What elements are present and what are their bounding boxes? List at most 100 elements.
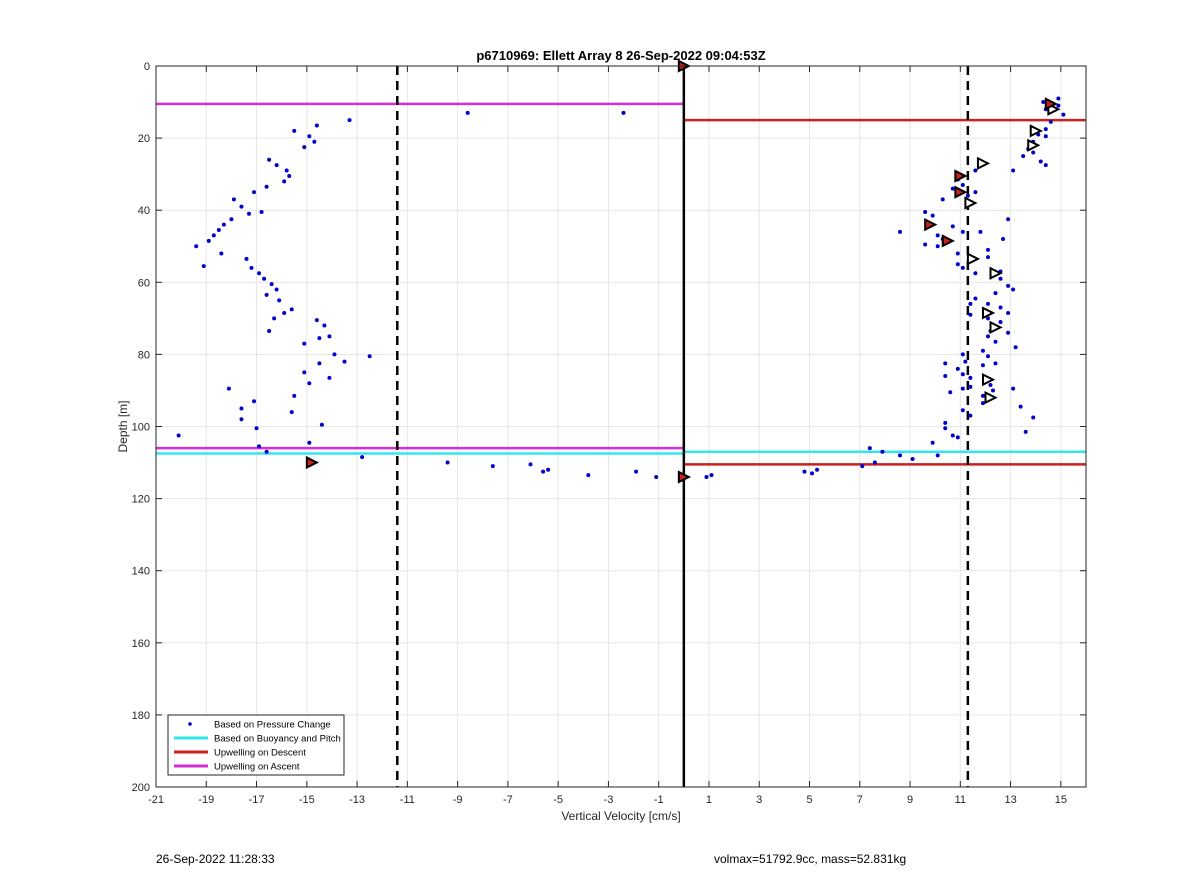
pressure-change-point: [302, 341, 307, 346]
pressure-change-point: [1041, 100, 1046, 105]
pressure-change-point: [332, 352, 337, 357]
y-tick-label: 180: [132, 710, 150, 722]
axis-ticks: -21 -19 -17 -15 -13 -11 -9 -7 -5 -3 -1 1 3 5 7 9 11 13 150…: [132, 61, 1086, 806]
pressure-change-point: [810, 471, 815, 476]
ascent-marker: [981, 306, 996, 320]
y-axis-label: Depth [m]: [116, 400, 130, 452]
reference-lines: [156, 66, 1086, 787]
pressure-change-point: [264, 449, 269, 454]
pressure-change-point: [541, 469, 546, 474]
glider-markers: [305, 59, 1061, 484]
pressure-change-point: [264, 184, 269, 189]
pressure-change-points: [176, 96, 1066, 479]
pressure-change-point: [211, 233, 216, 238]
pressure-change-point: [943, 420, 948, 425]
descent-marker: [1044, 97, 1059, 111]
ascent-marker: [1027, 138, 1041, 152]
pressure-change-point: [206, 238, 211, 243]
ascent-marker: [981, 373, 996, 387]
x-axis-label: Vertical Velocity [cm/s]: [561, 809, 680, 823]
pressure-change-point: [980, 401, 985, 406]
pressure-change-point: [528, 462, 533, 467]
pressure-change-point: [898, 229, 902, 234]
pressure-change-point: [980, 363, 985, 368]
pressure-change-point: [943, 426, 948, 431]
pressure-change-point: [943, 361, 948, 366]
pressure-change-point: [985, 316, 990, 321]
pressure-change-point: [257, 271, 262, 276]
pressure-change-point: [201, 264, 206, 269]
pressure-change-point: [802, 469, 807, 474]
pressure-change-point: [1021, 154, 1026, 159]
footer-timestamp: 26-Sep-2022 11:28:33: [156, 852, 275, 866]
x-tick-label: -3: [604, 794, 614, 806]
y-tick-label: 40: [138, 205, 150, 217]
pressure-change-point: [1043, 134, 1048, 139]
legend-label: Based on Buoyancy and Pitch: [214, 734, 341, 745]
pressure-change-point: [973, 271, 978, 276]
pressure-change-point: [988, 383, 993, 388]
pressure-change-point: [935, 233, 940, 238]
ascent-marker: [964, 196, 978, 210]
pressure-change-point: [194, 244, 199, 249]
pressure-change-point: [317, 336, 322, 341]
pressure-change-point: [815, 467, 820, 472]
x-tick-label: -13: [349, 794, 365, 806]
y-tick-label: 140: [132, 566, 150, 578]
pressure-change-point: [239, 204, 244, 209]
x-tick-label: -11: [400, 794, 415, 806]
pressure-change-point: [1031, 415, 1036, 420]
pressure-change-point: [973, 296, 978, 301]
pressure-change-point: [998, 319, 1003, 324]
pressure-change-point: [282, 179, 287, 184]
pressure-change-point: [955, 251, 960, 256]
pressure-change-point: [898, 453, 902, 458]
pressure-change-point: [282, 310, 287, 315]
footer-glider-params: volmax=51792.9cc, mass=52.831kg: [714, 852, 907, 866]
ascent-marker: [1029, 124, 1043, 138]
pressure-change-point: [985, 301, 990, 306]
x-tick-label: 9: [907, 794, 913, 806]
pressure-change-point: [960, 386, 965, 391]
x-tick-label: -7: [503, 794, 513, 806]
ascent-marker: [989, 266, 1003, 280]
pressure-change-point: [704, 474, 709, 479]
pressure-change-point: [973, 190, 978, 195]
pressure-change-point: [546, 467, 551, 472]
pressure-change-point: [1011, 287, 1016, 292]
pressure-change-point: [935, 453, 940, 458]
pressure-change-point: [307, 381, 312, 386]
x-tick-label: 11: [955, 794, 966, 806]
pressure-change-point: [1023, 429, 1028, 434]
pressure-change-point: [1018, 404, 1023, 409]
pressure-change-point: [960, 265, 965, 270]
pressure-change-point: [264, 292, 269, 297]
pressure-change-point: [327, 334, 332, 339]
pressure-change-point: [930, 213, 935, 218]
pressure-change-point: [950, 433, 955, 438]
pressure-change-point: [1056, 103, 1061, 108]
x-tick-label: -19: [198, 794, 214, 806]
descent-marker: [954, 169, 968, 183]
pressure-change-point: [317, 361, 322, 366]
pressure-change-point: [968, 413, 973, 418]
x-tick-label: -9: [453, 794, 463, 806]
pressure-change-point: [985, 247, 990, 252]
y-tick-label: 200: [132, 782, 150, 794]
pressure-change-point: [1061, 112, 1066, 117]
pressure-change-point: [923, 242, 928, 247]
x-tick-label: -15: [299, 794, 315, 806]
pressure-change-point: [654, 474, 659, 479]
pressure-change-point: [490, 464, 495, 469]
pressure-change-point: [1011, 168, 1016, 173]
pressure-change-point: [880, 449, 885, 454]
pressure-change-point: [1013, 345, 1018, 350]
pressure-change-point: [257, 444, 262, 449]
y-tick-label: 120: [132, 494, 150, 506]
pressure-change-point: [445, 460, 450, 465]
pressure-change-point: [287, 173, 292, 178]
pressure-change-point: [965, 193, 970, 198]
x-tick-label: 5: [806, 794, 812, 806]
pressure-change-point: [860, 464, 865, 469]
